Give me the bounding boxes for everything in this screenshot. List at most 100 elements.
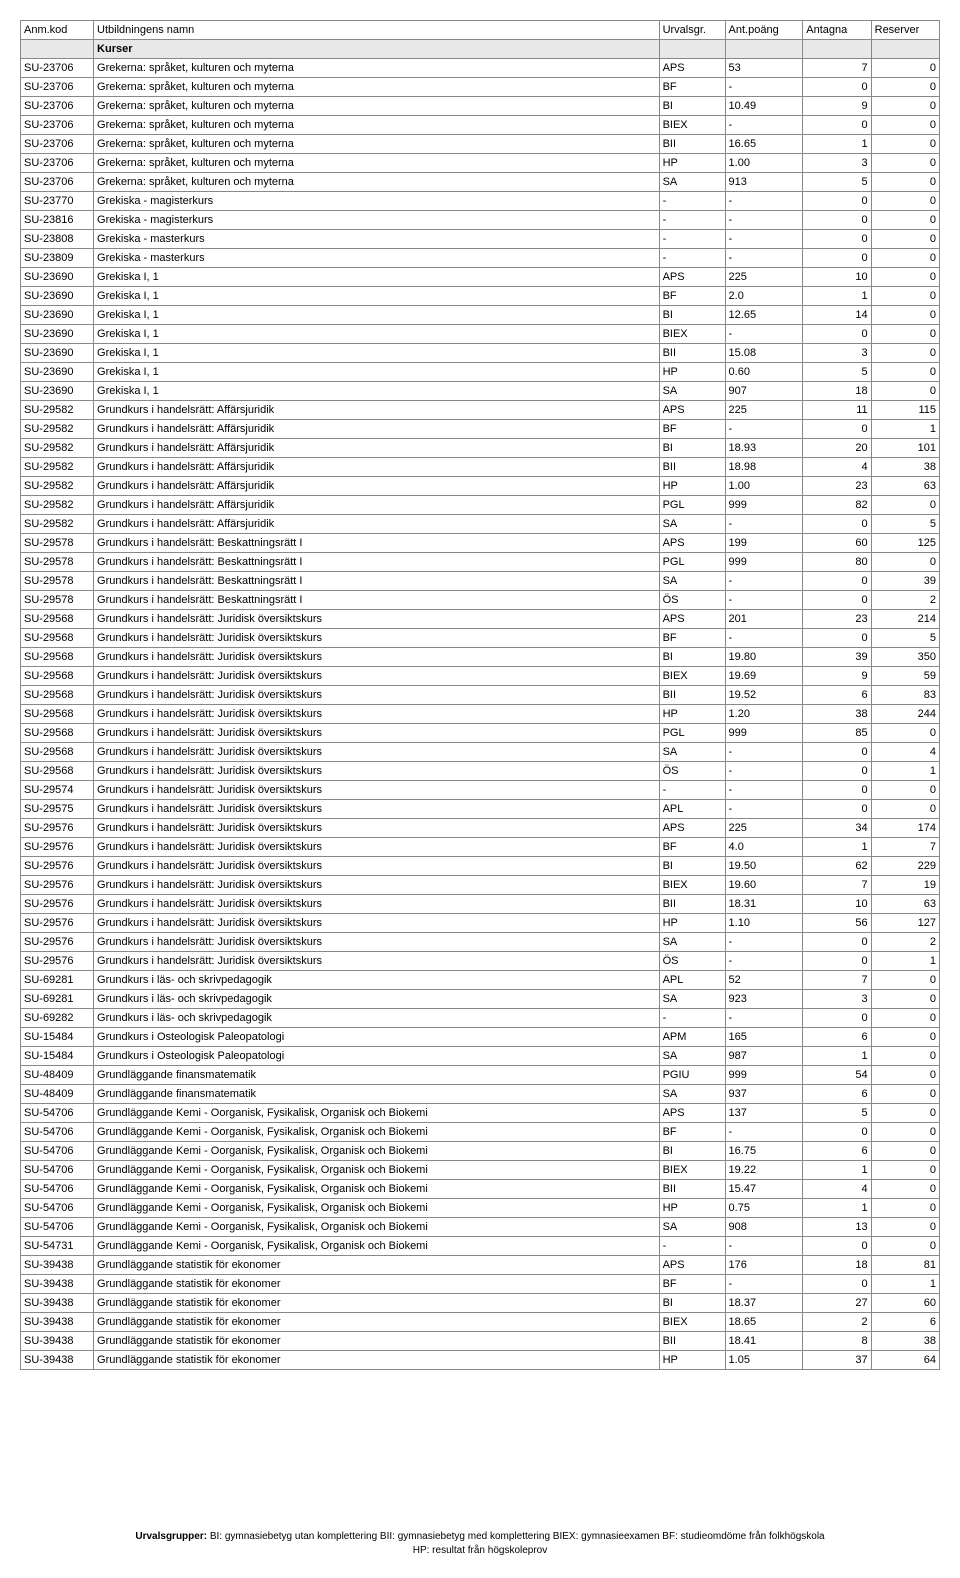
cell-points: 225: [725, 819, 803, 838]
cell-points: -: [725, 572, 803, 591]
cell-points: 0.60: [725, 363, 803, 382]
cell-group: APS: [659, 1104, 725, 1123]
table-row: SU-29578Grundkurs i handelsrätt: Beskatt…: [21, 591, 940, 610]
cell-group: -: [659, 781, 725, 800]
cell-antagna: 3: [803, 154, 871, 173]
cell-points: 199: [725, 534, 803, 553]
cell-name: Grundkurs i handelsrätt: Juridisk översi…: [94, 610, 660, 629]
cell-points: 165: [725, 1028, 803, 1047]
cell-reserver: 2: [871, 591, 939, 610]
cell-name: Grundkurs i läs- och skrivpedagogik: [94, 1009, 660, 1028]
cell-name: Grundkurs i handelsrätt: Beskattningsrät…: [94, 553, 660, 572]
cell-code: SU-29576: [21, 819, 94, 838]
table-row: SU-39438Grundläggande statistik för ekon…: [21, 1351, 940, 1370]
cell-group: SA: [659, 1218, 725, 1237]
table-row: SU-69281Grundkurs i läs- och skrivpedago…: [21, 971, 940, 990]
cell-code: SU-23770: [21, 192, 94, 211]
cell-code: SU-29578: [21, 591, 94, 610]
cell-antagna: 85: [803, 724, 871, 743]
cell-antagna: 9: [803, 667, 871, 686]
cell-name: Grundkurs i handelsrätt: Affärsjuridik: [94, 401, 660, 420]
cell-antagna: 0: [803, 762, 871, 781]
cell-antagna: 6: [803, 1142, 871, 1161]
cell-points: -: [725, 933, 803, 952]
cell-group: PGL: [659, 496, 725, 515]
cell-reserver: 0: [871, 135, 939, 154]
cell-points: -: [725, 78, 803, 97]
cell-reserver: 0: [871, 1085, 939, 1104]
cell-name: Grekiska - magisterkurs: [94, 211, 660, 230]
cell-points: -: [725, 325, 803, 344]
cell-code: SU-29582: [21, 420, 94, 439]
cell-group: APS: [659, 534, 725, 553]
cell-antagna: 20: [803, 439, 871, 458]
cell-reserver: 101: [871, 439, 939, 458]
cell-reserver: 0: [871, 1047, 939, 1066]
cell-name: Grundläggande Kemi - Oorganisk, Fysikali…: [94, 1237, 660, 1256]
cell-reserver: 0: [871, 1066, 939, 1085]
cell-group: APS: [659, 819, 725, 838]
table-row: SU-29574Grundkurs i handelsrätt: Juridis…: [21, 781, 940, 800]
cell-group: BI: [659, 648, 725, 667]
cell-code: SU-48409: [21, 1085, 94, 1104]
cell-name: Grekiska I, 1: [94, 306, 660, 325]
cell-antagna: 10: [803, 895, 871, 914]
cell-points: -: [725, 249, 803, 268]
cell-name: Grekerna: språket, kulturen och myterna: [94, 97, 660, 116]
table-row: SU-23690Grekiska I, 1BIEX-00: [21, 325, 940, 344]
cell-code: SU-29582: [21, 477, 94, 496]
cell-group: SA: [659, 743, 725, 762]
cell-code: SU-23706: [21, 97, 94, 116]
cell-name: Grundläggande Kemi - Oorganisk, Fysikali…: [94, 1123, 660, 1142]
cell-name: Grekiska - magisterkurs: [94, 192, 660, 211]
cell-reserver: 2: [871, 933, 939, 952]
cell-group: BIEX: [659, 667, 725, 686]
cell-group: ÖS: [659, 762, 725, 781]
cell-points: 999: [725, 496, 803, 515]
cell-points: -: [725, 420, 803, 439]
cell-group: BF: [659, 1123, 725, 1142]
cell-antagna: 4: [803, 458, 871, 477]
cell-reserver: 244: [871, 705, 939, 724]
table-row: SU-15484Grundkurs i Osteologisk Paleopat…: [21, 1047, 940, 1066]
cell-points: -: [725, 1123, 803, 1142]
cell-points: 19.69: [725, 667, 803, 686]
cell-code: SU-69281: [21, 990, 94, 1009]
cell-code: SU-54706: [21, 1161, 94, 1180]
cell-reserver: 0: [871, 116, 939, 135]
cell-reserver: 0: [871, 800, 939, 819]
cell-reserver: 0: [871, 1142, 939, 1161]
cell-code: SU-29578: [21, 553, 94, 572]
cell-group: ÖS: [659, 591, 725, 610]
cell-reserver: 0: [871, 154, 939, 173]
cell-antagna: 0: [803, 249, 871, 268]
cell-code: SU-29568: [21, 648, 94, 667]
cell-points: 1.10: [725, 914, 803, 933]
cell-points: 1.00: [725, 477, 803, 496]
cell-name: Grekerna: språket, kulturen och myterna: [94, 78, 660, 97]
cell-group: HP: [659, 1199, 725, 1218]
cell-points: 225: [725, 401, 803, 420]
cell-points: -: [725, 515, 803, 534]
cell-reserver: 0: [871, 249, 939, 268]
table-row: SU-29576Grundkurs i handelsrätt: Juridis…: [21, 838, 940, 857]
cell-code: SU-23808: [21, 230, 94, 249]
cell-name: Grundkurs i handelsrätt: Juridisk översi…: [94, 629, 660, 648]
table-row: SU-15484Grundkurs i Osteologisk Paleopat…: [21, 1028, 940, 1047]
cell-antagna: 60: [803, 534, 871, 553]
cell-code: SU-23690: [21, 382, 94, 401]
cell-code: SU-23690: [21, 363, 94, 382]
table-row: SU-29582Grundkurs i handelsrätt: Affärsj…: [21, 477, 940, 496]
cell-points: 16.65: [725, 135, 803, 154]
cell-code: SU-48409: [21, 1066, 94, 1085]
cell-points: -: [725, 800, 803, 819]
cell-group: BF: [659, 287, 725, 306]
cell-name: Grundläggande Kemi - Oorganisk, Fysikali…: [94, 1104, 660, 1123]
cell-reserver: 0: [871, 1237, 939, 1256]
cell-name: Grekiska - masterkurs: [94, 249, 660, 268]
table-row: SU-69282Grundkurs i läs- och skrivpedago…: [21, 1009, 940, 1028]
cell-group: SA: [659, 990, 725, 1009]
table-row: SU-23706Grekerna: språket, kulturen och …: [21, 173, 940, 192]
table-row: SU-23690Grekiska I, 1BII15.0830: [21, 344, 940, 363]
table-row: SU-23706Grekerna: språket, kulturen och …: [21, 78, 940, 97]
